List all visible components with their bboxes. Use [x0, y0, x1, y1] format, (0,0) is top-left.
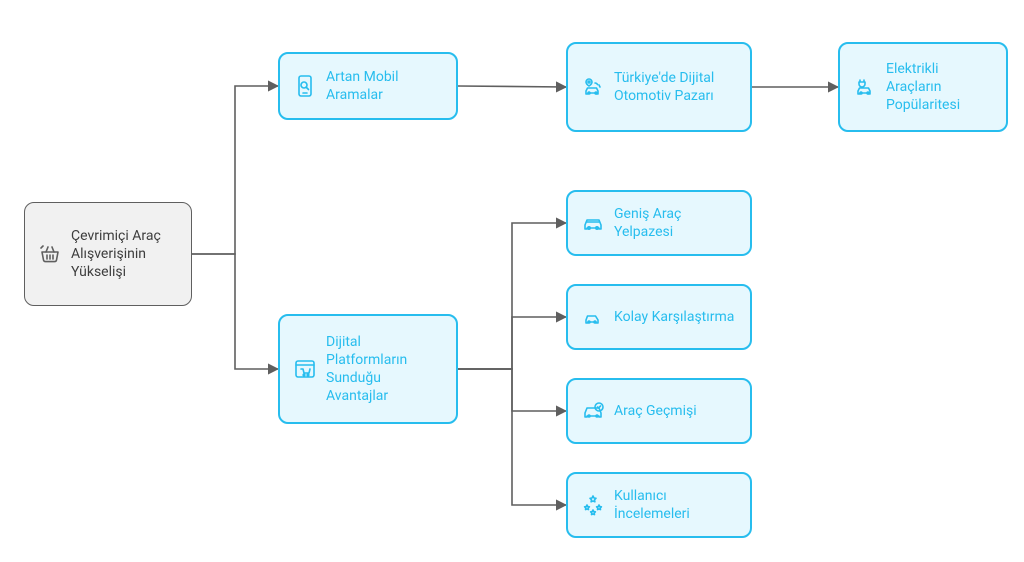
node-ev-popularity: Elektrikli Araçların Popülaritesi [838, 42, 1008, 132]
node-root: Çevrimiçi Araç Alışverişinin Yükselişi [24, 202, 192, 306]
car-check-icon [580, 398, 606, 424]
node-turkey-market: Türkiye'de Dijital Otomotiv Pazarı [566, 42, 752, 132]
node-ev-popularity-label: Elektrikli Araçların Popülaritesi [886, 60, 994, 115]
node-wide-range-label: Geniş Araç Yelpazesi [614, 205, 738, 241]
car-pin-icon [580, 74, 606, 100]
node-easy-compare-label: Kolay Karşılaştırma [614, 308, 738, 326]
node-mobile-searches: Artan Mobil Aramalar [278, 52, 458, 120]
basket-icon [37, 241, 63, 267]
node-mobile-searches-label: Artan Mobil Aramalar [326, 68, 444, 104]
browser-cart-icon [292, 356, 318, 382]
node-root-label: Çevrimiçi Araç Alışverişinin Yükselişi [71, 227, 179, 282]
car-small-icon [580, 304, 606, 330]
mobile-search-icon [292, 73, 318, 99]
node-digital-platforms: Dijital Platformların Sunduğu Avantajlar [278, 314, 458, 424]
node-turkey-market-label: Türkiye'de Dijital Otomotiv Pazarı [614, 69, 738, 105]
car-icon [580, 210, 606, 236]
stars-icon [580, 492, 606, 518]
node-vehicle-history: Araç Geçmişi [566, 378, 752, 444]
node-user-reviews-label: Kullanıcı İncelemeleri [614, 487, 738, 523]
node-digital-platforms-label: Dijital Platformların Sunduğu Avantajlar [326, 333, 444, 406]
car-plug-icon [852, 74, 878, 100]
node-wide-range: Geniş Araç Yelpazesi [566, 190, 752, 256]
node-easy-compare: Kolay Karşılaştırma [566, 284, 752, 350]
node-user-reviews: Kullanıcı İncelemeleri [566, 472, 752, 538]
node-vehicle-history-label: Araç Geçmişi [614, 402, 738, 420]
